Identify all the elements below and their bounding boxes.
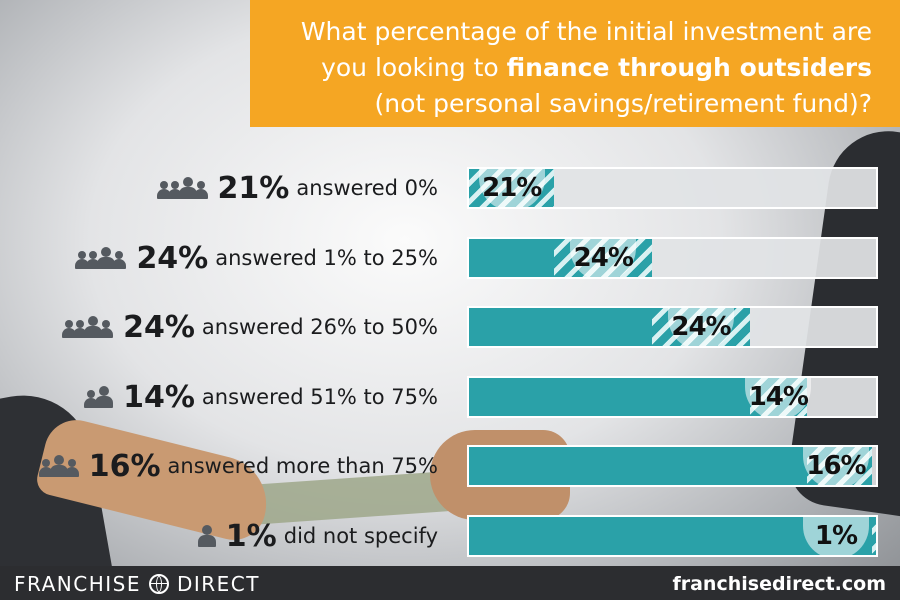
bar-value-label: 14%: [748, 382, 809, 412]
question-banner: What percentage of the initial investmen…: [250, 0, 900, 127]
question-line-2-bold: finance through outsiders: [506, 53, 872, 82]
row-answer: answered more than 75%: [167, 454, 438, 478]
bar-track: 24%: [467, 306, 878, 348]
value-callout: [667, 308, 734, 346]
bar-cumulative: [469, 308, 653, 346]
value-callout: [478, 169, 545, 207]
people-icon: [62, 316, 114, 338]
question-line-3: (not personal savings/retirement fund)?: [374, 89, 872, 118]
bar-track: 1%: [467, 515, 878, 557]
row-answer: answered 51% to 75%: [201, 385, 438, 409]
row-label-3: 24% answered 26% to 50%: [62, 307, 438, 347]
row-label-4: 14% answered 51% to 75%: [84, 377, 438, 417]
bar-track: 16%: [467, 445, 878, 487]
bar-value-label: 24%: [573, 243, 634, 273]
row-percent: 21%: [217, 170, 290, 206]
bar-value-label: 21%: [482, 173, 542, 203]
footer: FRANCHISE DIRECT franchisedirect.com: [0, 566, 900, 600]
bar-value-label: 24%: [671, 312, 731, 342]
people-icon: [84, 386, 114, 408]
website-link[interactable]: franchisedirect.com: [672, 573, 886, 595]
value-callout: [570, 239, 637, 277]
question-line-1: What percentage of the initial investmen…: [300, 17, 872, 46]
people-icon: [38, 455, 79, 477]
row-answer: answered 0%: [296, 176, 438, 200]
people-icon: [197, 525, 216, 547]
row-answer: did not specify: [283, 524, 438, 548]
bar-segment: [871, 517, 876, 555]
row-percent: 16%: [88, 448, 161, 484]
brand-logo[interactable]: FRANCHISE DIRECT: [14, 572, 260, 596]
row-answer: answered 1% to 25%: [215, 246, 438, 270]
row-label-1: 21% answered 0%: [156, 168, 438, 208]
bar-cumulative: [469, 378, 750, 416]
bar-track: 24%: [467, 237, 878, 279]
question-line-2-prefix: you looking to: [321, 53, 507, 82]
row-label-6: 1% did not specify: [197, 516, 438, 556]
people-icon: [156, 177, 208, 199]
brand-left-text: FRANCHISE: [14, 572, 141, 596]
people-icon: [75, 247, 127, 269]
value-callout: [803, 447, 869, 485]
bar-cumulative: [469, 239, 555, 277]
row-percent: 24%: [123, 309, 195, 345]
row-percent: 14%: [123, 379, 195, 415]
value-callout: [803, 517, 869, 555]
bar-track: 21%: [467, 167, 878, 209]
bar-track: 14%: [467, 376, 878, 418]
value-callout: [745, 378, 812, 416]
globe-icon: [148, 574, 169, 594]
question-line-2: you looking to finance through outsiders: [260, 50, 872, 86]
brand-right-text: DIRECT: [176, 572, 260, 596]
bar-cumulative: [469, 447, 807, 485]
row-percent: 1%: [225, 518, 277, 554]
row-label-2: 24% answered 1% to 25%: [75, 238, 438, 278]
bar-value-label: 16%: [806, 451, 866, 481]
row-percent: 24%: [136, 240, 209, 276]
row-label-5: 16% answered more than 75%: [38, 446, 438, 486]
bar-value-label: 1%: [814, 521, 858, 551]
row-answer: answered 26% to 50%: [201, 315, 438, 339]
